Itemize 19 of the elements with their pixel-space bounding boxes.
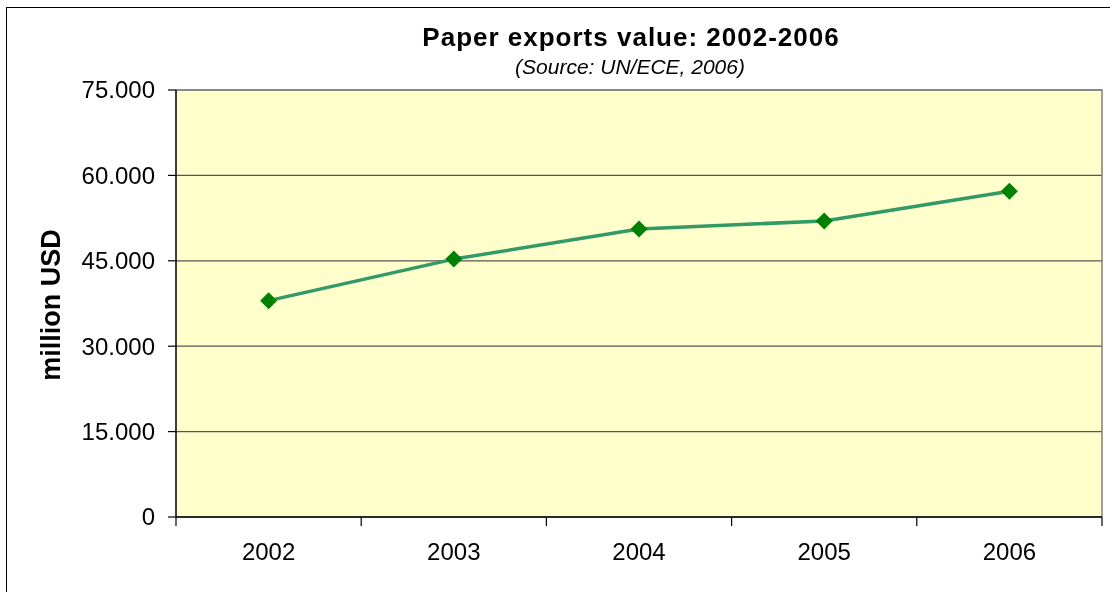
chart-title: Paper exports value: 2002-2006 [422,22,840,52]
point [260,292,278,310]
y-tick-label: 15.000 [81,418,155,445]
y-tick-label: 45.000 [81,247,155,275]
y-tick-label: 75.000 [81,76,155,104]
x-tick-label: 2005 [797,538,851,565]
point [815,212,833,230]
point [445,250,463,268]
x-tick-label: 2006 [982,538,1037,565]
x-tick-label: 2002 [241,538,296,565]
x-tick-label: 2004 [612,538,666,565]
point [1000,182,1018,200]
point [630,220,648,238]
y-axis-title: million USD [36,229,67,381]
y-tick-label: 30.000 [81,332,155,360]
y-tick-label: 60.000 [81,161,155,189]
chart-subtitle: (Source: UN/ECE, 2006) [515,55,745,78]
y-tick-label: 0 [141,503,155,531]
x-tick-label: 2003 [427,538,481,565]
